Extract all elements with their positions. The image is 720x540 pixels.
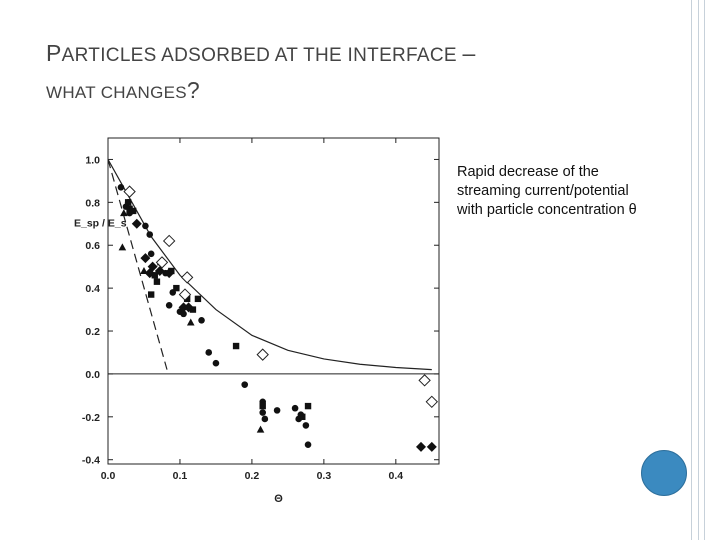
plot-frame (107, 137, 440, 465)
model-curve-line (108, 159, 432, 371)
data-point-diamond (131, 218, 142, 229)
data-point-circle (212, 359, 220, 367)
data-point-circle (241, 381, 249, 388)
dashed-fit-line (108, 159, 168, 370)
data-point-square (151, 272, 158, 279)
data-point-diamond (147, 261, 158, 272)
caption-text: Rapid decrease of the streaming current/… (457, 163, 697, 220)
decorative-border-line-2 (698, 0, 699, 540)
data-point-square (189, 306, 197, 313)
data-point-diamond (144, 268, 155, 279)
data-point-square (173, 284, 180, 292)
data-point-square (153, 278, 161, 285)
x-tick-label: 0.2 (245, 470, 260, 482)
data-point-open-diamond (155, 256, 169, 269)
title-line-2: WHAT CHANGES? (46, 77, 606, 106)
data-point-square (259, 402, 266, 410)
y-tick-label: 1.0 (85, 154, 100, 166)
data-point-square (126, 205, 133, 212)
data-point-diamond (178, 302, 189, 313)
data-point-open-diamond (123, 185, 136, 198)
x-tick-label: 0.0 (101, 470, 116, 482)
data-point-circle (117, 184, 125, 191)
data-point-square (304, 402, 312, 410)
data-point-diamond (164, 268, 175, 279)
scatter-chart: 1.00.80.60.40.20.0-0.2-0.40.0 0.1 0.2 0.3 0.… (74, 137, 440, 505)
data-point-diamond (140, 253, 151, 264)
data-point-circle (142, 222, 149, 230)
y-tick-label: 0.6 (85, 240, 100, 252)
caption-line-3: with particle concentration θ (457, 202, 637, 218)
data-point-circle (302, 422, 310, 429)
x-tick-label: 0.1 (173, 470, 188, 482)
data-point-triangle (186, 318, 195, 326)
data-point-circle (198, 317, 205, 324)
data-point-open-diamond (425, 395, 439, 409)
data-point-square (194, 295, 202, 303)
data-point-diamond (154, 265, 165, 276)
data-point-triangle (118, 243, 127, 251)
data-point-circle (273, 407, 281, 414)
y-tick-label: -0.4 (82, 455, 100, 467)
title-dash: – (462, 40, 476, 66)
data-point-square (232, 342, 240, 350)
y-axis-label: E_sp / E_s (74, 217, 127, 229)
data-point-circle (165, 301, 173, 309)
data-point-square (129, 207, 137, 215)
data-point-diamond (416, 441, 427, 452)
data-point-diamond (183, 302, 194, 313)
data-point-square (299, 413, 306, 421)
y-tick-label: 0.2 (85, 326, 100, 338)
data-point-circle (180, 310, 187, 318)
y-tick-label: 0.4 (85, 283, 100, 295)
data-point-circle (261, 415, 269, 423)
data-point-square (147, 291, 155, 298)
y-tick-label: 0.8 (85, 197, 100, 209)
data-point-circle (146, 231, 154, 238)
data-point-circle (259, 409, 267, 416)
title-line-1-text: ARTICLES ADSORBED AT THE INTERFACE (61, 45, 463, 66)
data-point-open-diamond (180, 271, 194, 284)
data-point-open-diamond (178, 288, 192, 301)
title-line-1: PARTICLES ADSORBED AT THE INTERFACE – (46, 40, 606, 69)
x-tick-label: 0.3 (317, 470, 332, 482)
decorative-border-line-3 (704, 0, 705, 540)
data-point-circle (291, 404, 299, 412)
decorative-border-line-1 (691, 0, 692, 540)
x-axis-label: Θ (274, 493, 283, 505)
accent-circle (641, 450, 687, 496)
data-point-circle (205, 349, 213, 356)
data-point-open-diamond (162, 234, 176, 248)
y-tick-label: -0.2 (82, 412, 100, 424)
data-point-open-diamond (418, 374, 431, 387)
data-point-open-diamond (256, 348, 269, 361)
data-point-circle (304, 441, 312, 448)
caption-line-1: Rapid decrease of the (457, 164, 599, 180)
data-point-square (183, 295, 191, 303)
data-point-triangle (120, 209, 128, 217)
data-point-diamond (426, 441, 437, 452)
title-question-mark: ? (186, 77, 200, 103)
y-tick-label: 0.0 (85, 369, 100, 381)
x-tick-label: 0.4 (389, 470, 404, 482)
data-point-triangle (256, 425, 265, 433)
title-initial: P (46, 40, 62, 66)
data-point-circle (147, 250, 155, 258)
data-point-square (124, 199, 132, 206)
slide-title: PARTICLES ADSORBED AT THE INTERFACE – WH… (46, 40, 606, 106)
caption-line-2: streaming current/potential (457, 183, 629, 199)
title-line-2-text: WHAT CHANGES (46, 83, 187, 102)
